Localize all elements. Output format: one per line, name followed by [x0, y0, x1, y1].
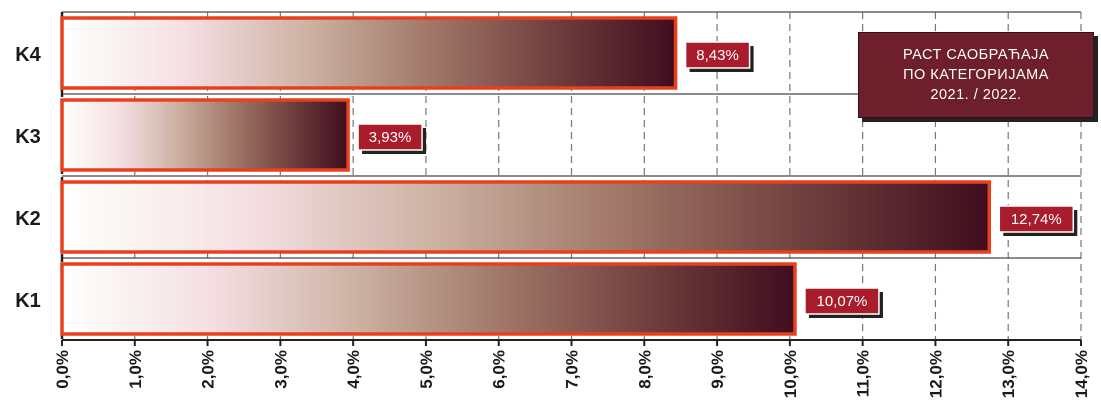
value-label-box — [998, 205, 1075, 233]
value-label-box — [357, 123, 423, 151]
x-tick-label: 9,0% — [708, 350, 727, 389]
x-tick-label: 13,0% — [999, 350, 1018, 398]
value-label-box — [684, 41, 751, 69]
x-tick-label: 10,0% — [781, 350, 800, 398]
chart-title-line-1: РАСТ САОБРАЋАЈА — [902, 47, 1050, 63]
category-label: K2 — [15, 208, 41, 230]
x-tick-label: 0,0% — [53, 350, 72, 389]
x-tick-label: 11,0% — [854, 350, 873, 397]
category-label: K1 — [15, 290, 41, 312]
chart-title-line-2: ПО КАТЕГОРИЈАМА — [903, 67, 1049, 83]
x-tick-label: 12,0% — [926, 350, 945, 398]
value-label: 12,74% — [1011, 211, 1062, 228]
chart-title-box: РАСТ САОБРАЋАЈА ПО КАТЕГОРИЈАМА 2021. / … — [858, 32, 1094, 118]
bar — [60, 180, 992, 254]
x-tick-label: 1,0% — [126, 350, 145, 389]
bar — [60, 262, 797, 336]
category-label: K4 — [15, 44, 41, 66]
bar — [60, 98, 350, 172]
x-tick-label: 6,0% — [490, 350, 509, 389]
x-tick-label: 3,0% — [271, 350, 290, 389]
x-tick-label: 4,0% — [344, 350, 363, 389]
value-label: 8,43% — [696, 47, 739, 64]
value-label: 10,07% — [817, 293, 868, 310]
x-tick-label: 2,0% — [199, 350, 218, 389]
x-tick-label: 5,0% — [417, 350, 436, 389]
category-label: K3 — [15, 126, 41, 148]
value-label-box — [804, 287, 880, 315]
x-tick-label: 14,0% — [1072, 350, 1091, 398]
chart-title-line-3: 2021. / 2022. — [930, 87, 1022, 103]
value-label: 3,93% — [369, 129, 412, 146]
bar — [60, 16, 678, 90]
x-tick-label: 8,0% — [635, 350, 654, 389]
x-tick-label: 7,0% — [563, 350, 582, 389]
